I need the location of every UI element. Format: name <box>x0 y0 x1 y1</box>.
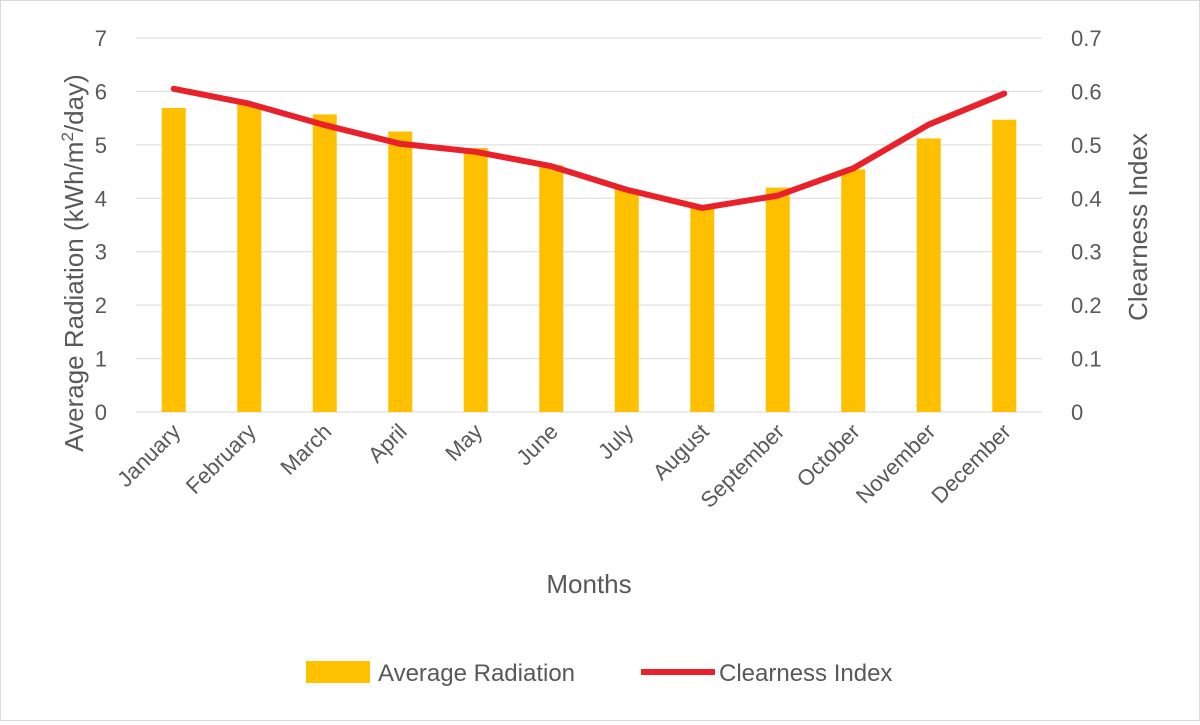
y2-tick-label: 0.6 <box>1071 79 1102 104</box>
clearness-index-line <box>170 85 1008 211</box>
y-tick-label: 4 <box>95 186 107 211</box>
bar <box>237 104 262 412</box>
bar <box>312 114 337 412</box>
right-axis-ticks: 0 0.1 0.2 0.3 0.4 0.5 0.6 0.7 <box>1071 26 1102 425</box>
bar <box>539 165 564 412</box>
bar <box>614 189 639 412</box>
legend-label-line: Clearness Index <box>719 660 892 687</box>
x-tick-label: June <box>511 419 562 470</box>
line-series <box>170 85 1008 211</box>
y-tick-label: 5 <box>95 133 107 158</box>
x-tick-label: November <box>851 419 940 508</box>
bar <box>388 131 413 412</box>
y2-tick-label: 0.7 <box>1071 26 1102 51</box>
y2-tick-label: 0.1 <box>1071 347 1102 372</box>
bar <box>463 148 488 412</box>
x-tick-label: August <box>648 419 714 485</box>
y2-tick-label: 0 <box>1071 400 1083 425</box>
bar <box>690 205 715 412</box>
legend: Average Radiation Clearness Index <box>306 660 892 687</box>
x-tick-label: February <box>181 419 261 499</box>
legend-label-bar: Average Radiation <box>378 660 575 687</box>
x-axis-title: Months <box>546 569 631 599</box>
y-tick-label: 0 <box>95 400 107 425</box>
x-tick-label: April <box>363 419 412 468</box>
bar <box>841 169 866 412</box>
y2-tick-label: 0.5 <box>1071 133 1102 158</box>
y-tick-label: 7 <box>95 26 107 51</box>
left-axis-ticks: 0 1 2 3 4 5 6 7 <box>95 26 107 425</box>
bar <box>916 138 941 412</box>
y2-tick-label: 0.4 <box>1071 186 1102 211</box>
x-tick-label: May <box>440 419 487 466</box>
x-tick-label: July <box>593 419 638 464</box>
y2-tick-label: 0.3 <box>1071 240 1102 265</box>
bar <box>992 119 1017 412</box>
bar <box>765 187 790 412</box>
x-tick-label: March <box>275 419 336 480</box>
y-tick-label: 1 <box>95 347 107 372</box>
y-axis-title: Average Radiation (kWh/m2/day) <box>58 74 89 452</box>
y-tick-label: 2 <box>95 293 107 318</box>
y2-tick-label: 0.2 <box>1071 293 1102 318</box>
x-tick-label: October <box>792 419 865 492</box>
gridlines <box>136 37 1042 413</box>
legend-swatch-bar <box>306 661 370 683</box>
x-tick-label: December <box>926 419 1015 508</box>
x-tick-label: January <box>112 419 185 492</box>
y-tick-label: 6 <box>95 79 107 104</box>
bar <box>161 107 186 413</box>
y2-axis-title: Clearness Index <box>1123 133 1153 321</box>
bar-series <box>161 104 1017 413</box>
y-tick-label: 3 <box>95 240 107 265</box>
